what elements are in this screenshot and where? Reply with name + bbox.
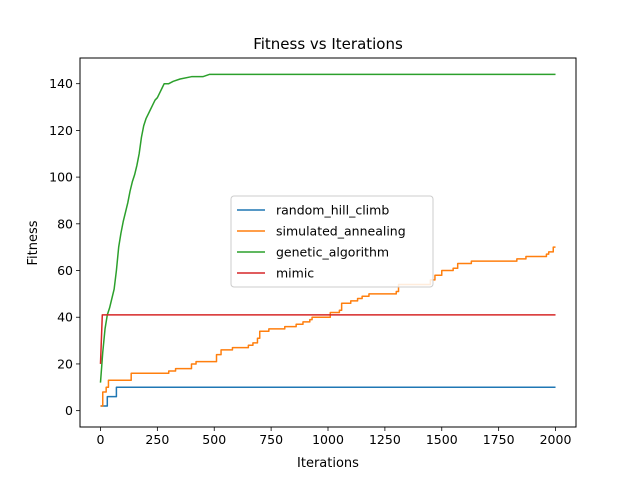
y-axis-label: Fitness — [26, 220, 41, 265]
x-tick-label: 1750 — [483, 432, 515, 447]
y-tick-label: 80 — [57, 216, 73, 231]
y-tick-label: 20 — [57, 356, 73, 371]
legend-box — [230, 195, 434, 288]
y-tick-label: 0 — [65, 403, 73, 418]
x-axis-label: Iterations — [297, 456, 359, 471]
legend-label-genetic-algorithm: genetic_algorithm — [276, 245, 389, 260]
x-tick-label: 1500 — [426, 432, 458, 447]
x-tick-label: 0 — [97, 432, 105, 447]
legend: random_hill_climb simulated_annealinggene… — [230, 195, 434, 288]
series-line-random-hill-climb — [100, 386, 556, 407]
x-tick-label: 1000 — [312, 432, 344, 447]
x-tick-label: 750 — [259, 432, 283, 447]
y-tick-label: 100 — [49, 170, 73, 185]
x-tick-label: 1250 — [369, 432, 401, 447]
legend-label-simulated-annealing: simulated_annealing — [276, 224, 406, 239]
plot-area — [99, 73, 556, 407]
x-axis: 0 250 500 750 1000 1250 1500 1750 2000 — [97, 427, 572, 447]
legend-label-random-hill-climb: random_hill_climb — [276, 203, 389, 218]
series-line-mimic — [99, 314, 556, 364]
chart-title: Fitness vs Iterations — [253, 35, 403, 53]
y-tick-label: 120 — [49, 123, 73, 138]
y-axis: 0 20 40 60 80 100 120 140 — [49, 76, 80, 418]
x-tick-label: 250 — [145, 432, 169, 447]
series-line-genetic-algorithm — [99, 73, 556, 383]
legend-label-mimic: mimic — [276, 266, 314, 281]
x-tick-label: 2000 — [540, 432, 572, 447]
y-tick-label: 40 — [57, 310, 73, 325]
y-tick-label: 140 — [49, 76, 73, 91]
x-tick-label: 500 — [202, 432, 226, 447]
series-line-simulated-annealing — [100, 246, 556, 407]
y-tick-label: 60 — [57, 263, 73, 278]
